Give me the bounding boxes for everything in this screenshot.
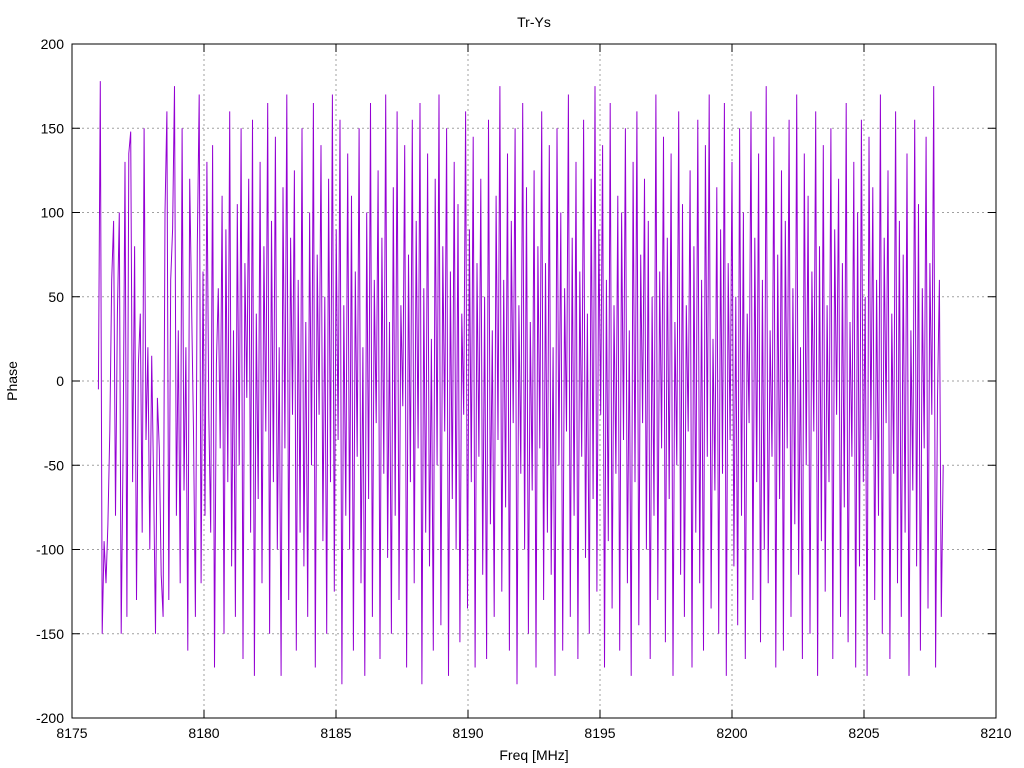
y-tick-label: -200 [36, 710, 64, 726]
x-tick-label: 8205 [848, 725, 879, 741]
x-tick-label: 8195 [584, 725, 615, 741]
chart-title: Tr-Ys [517, 14, 551, 30]
x-tick-label: 8210 [980, 725, 1011, 741]
x-tick-label: 8190 [452, 725, 483, 741]
y-tick-label: 200 [41, 36, 65, 52]
series-line [97, 81, 944, 685]
y-tick-label: 0 [56, 373, 64, 389]
y-tick-label: 150 [41, 120, 65, 136]
x-tick-label: 8185 [320, 725, 351, 741]
y-tick-label: 100 [41, 205, 65, 221]
y-tick-label: -150 [36, 626, 64, 642]
y-tick-label: -50 [44, 457, 64, 473]
grid [72, 44, 996, 718]
x-tick-label: 8200 [716, 725, 747, 741]
y-axis-label: Phase [4, 361, 20, 401]
x-axis-label: Freq [MHz] [499, 747, 568, 763]
x-tick-label: 8180 [188, 725, 219, 741]
data-series [97, 81, 944, 685]
x-tick-label: 8175 [56, 725, 87, 741]
y-tick-label: -100 [36, 542, 64, 558]
y-tick-label: 50 [48, 289, 64, 305]
axis-ticks: 8175 8180 8185 8190 8195 8200 8205 8210 -200 -150… [36, 36, 1012, 741]
